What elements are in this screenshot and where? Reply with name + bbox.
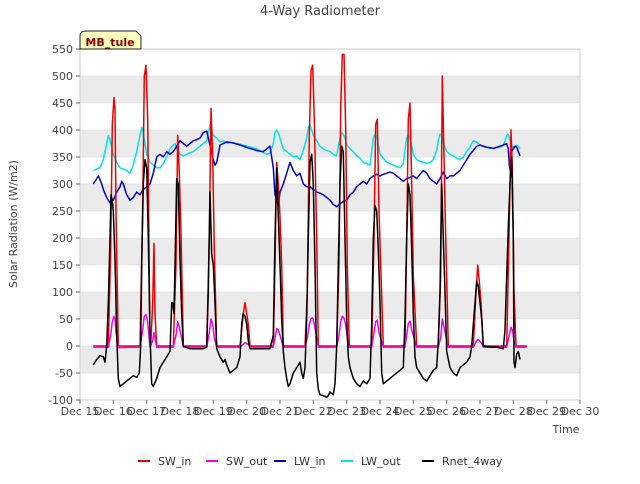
site-badge: MB_tule [79,30,142,50]
legend-label-lw-out: LW_out [361,455,401,468]
y-tick-label: 450 [52,97,73,110]
x-tick-label: Dec 17 [127,405,166,418]
grid-band [80,238,580,265]
y-tick-label: 0 [66,340,73,353]
legend-label-sw-out: SW_out [226,455,268,468]
grid-band [80,346,580,373]
y-tick-label: 250 [52,205,73,218]
x-tick-label: Dec 16 [94,405,133,418]
chart-title: 4-Way Radiometer [260,4,381,19]
x-tick-label: Dec 21 [261,405,300,418]
y-tick-label: 350 [52,151,73,164]
legend: SW_in SW_out LW_in LW_out Rnet_4way [138,455,503,468]
series-line-lw-out [92,123,521,174]
y-tick-label: -100 [48,394,73,407]
grid-band [80,184,580,211]
y-tick-label: 550 [52,43,73,56]
y-tick-label: 150 [52,259,73,272]
site-label: MB_tule [85,36,134,49]
x-tick-label: Dec 30 [561,405,600,418]
y-tick-label: 400 [52,124,73,137]
x-tick-label: Dec 24 [361,405,400,418]
plot-frame [79,48,581,401]
x-axis-label: Time [552,423,580,436]
y-tick-label: 100 [52,286,73,299]
x-tick-label: Dec 22 [294,405,333,418]
x-tick-label: Dec 27 [461,405,500,418]
grid-band [80,292,580,319]
y-tick-label: 500 [52,70,73,83]
series-line-rnet-4way [92,145,521,399]
grid-band [80,76,580,103]
legend-label-rnet-4way: Rnet_4way [442,455,503,468]
x-tick-label: Dec 19 [194,405,233,418]
x-tick-label: Dec 18 [161,405,200,418]
x-tick-label: Dec 25 [394,405,433,418]
series-line-sw-in [93,53,527,347]
x-tick-label: Dec 28 [494,405,533,418]
y-tick-label: -50 [55,367,73,380]
series-line-sw-out [93,313,527,349]
x-tick-label: Dec 26 [427,405,466,418]
y-tick-label: 200 [52,232,73,245]
y-tick-label: 50 [59,313,73,326]
legend-label-lw-in: LW_in [294,455,326,468]
x-tick-label: Dec 29 [527,405,566,418]
series-line-lw-in [92,130,521,208]
x-tick-label: Dec 15 [61,405,100,418]
legend-label-sw-in: SW_in [158,455,191,468]
y-tick-label: 300 [52,178,73,191]
x-tick-label: Dec 20 [227,405,266,418]
x-tick-label: Dec 23 [327,405,366,418]
y-axis-label: Solar Radiation (W/m2) [7,160,20,288]
